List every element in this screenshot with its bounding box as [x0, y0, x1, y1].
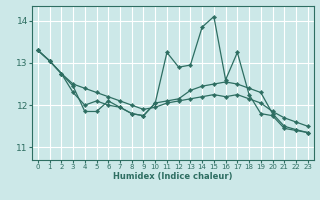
X-axis label: Humidex (Indice chaleur): Humidex (Indice chaleur) [113, 172, 233, 181]
